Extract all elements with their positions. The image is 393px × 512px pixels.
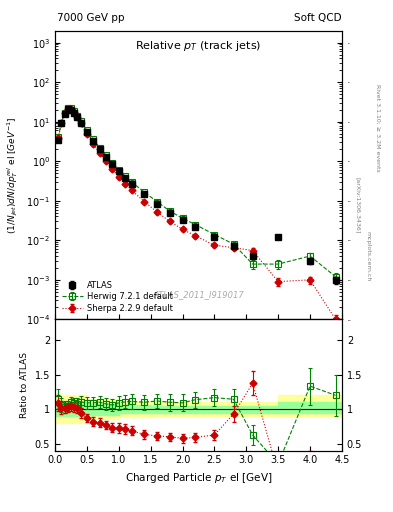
Text: Soft QCD: Soft QCD <box>294 13 342 23</box>
Text: mcplots.cern.ch: mcplots.cern.ch <box>365 231 370 281</box>
Text: [arXiv:1306.3436]: [arXiv:1306.3436] <box>355 177 360 233</box>
Legend: ATLAS, Herwig 7.2.1 default, Sherpa 2.2.9 default: ATLAS, Herwig 7.2.1 default, Sherpa 2.2.… <box>59 278 175 315</box>
Y-axis label: Ratio to ATLAS: Ratio to ATLAS <box>20 352 29 418</box>
Y-axis label: $(1/N_{jet})dN/dp^{rel}_{T}$ el $[GeV^{-1}]$: $(1/N_{jet})dN/dp^{rel}_{T}$ el $[GeV^{-… <box>6 116 20 234</box>
Text: 7000 GeV pp: 7000 GeV pp <box>57 13 125 23</box>
Text: ATLAS_2011_I919017: ATLAS_2011_I919017 <box>153 290 244 299</box>
Text: Relative $p_{T}$ (track jets): Relative $p_{T}$ (track jets) <box>135 39 262 53</box>
X-axis label: Charged Particle $p_{T}$ el [GeV]: Charged Particle $p_{T}$ el [GeV] <box>125 471 272 485</box>
Text: Rivet 3.1.10; ≥ 3.2M events: Rivet 3.1.10; ≥ 3.2M events <box>375 84 380 172</box>
